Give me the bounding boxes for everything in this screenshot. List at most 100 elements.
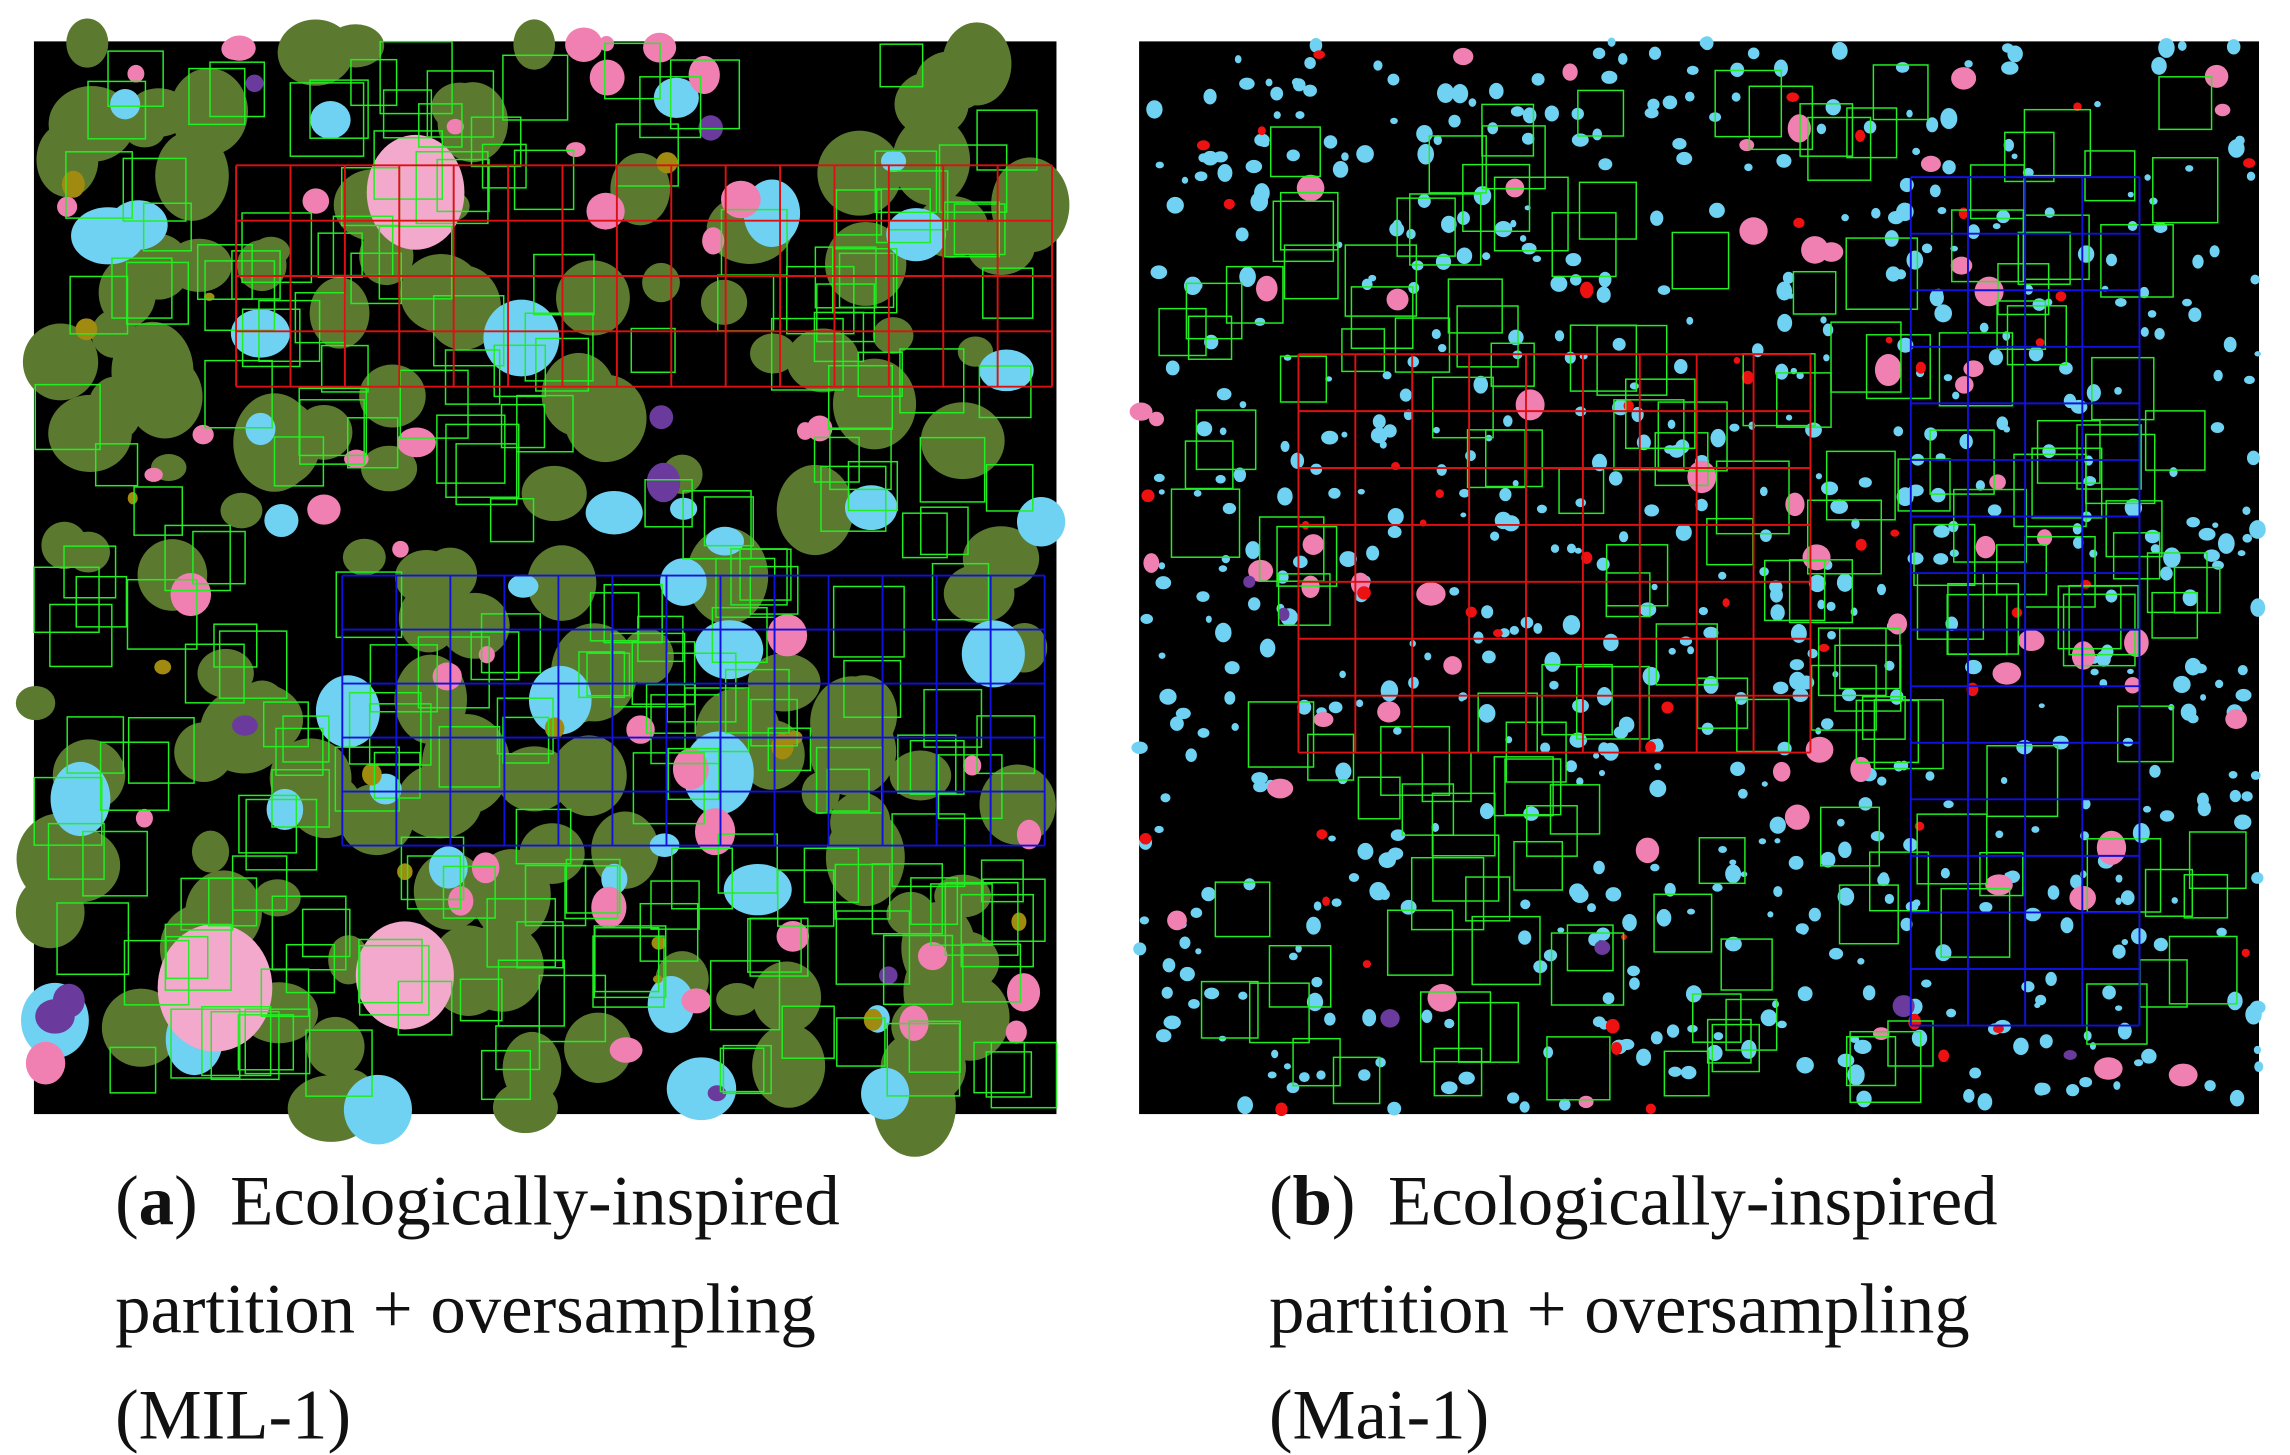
blob <box>1661 701 1674 714</box>
blob <box>1196 421 1213 437</box>
blob <box>361 445 418 492</box>
blob <box>2228 139 2245 158</box>
blob <box>2204 1080 2216 1092</box>
sample-box <box>1462 163 1531 232</box>
blob <box>1510 219 1517 228</box>
sample-box <box>874 150 938 214</box>
blob <box>1219 427 1227 436</box>
blob <box>1895 62 1910 73</box>
blob <box>127 355 203 439</box>
sample-box <box>2144 868 2194 917</box>
blob <box>1417 194 1431 208</box>
blob <box>1267 1071 1277 1079</box>
sample-box <box>1834 644 1902 712</box>
sample-box <box>196 244 253 300</box>
sample-box <box>1456 305 1519 368</box>
sample-box <box>418 103 463 148</box>
blob <box>1146 100 1163 119</box>
blob <box>1885 336 1893 344</box>
blob <box>880 150 907 173</box>
blob <box>1522 107 1537 124</box>
blob <box>1581 551 1593 564</box>
blob <box>1914 821 1925 831</box>
blob <box>1815 473 1823 480</box>
blob <box>1332 161 1349 178</box>
sample-box <box>275 727 324 777</box>
blob <box>1437 344 1447 353</box>
blob <box>1316 829 1328 840</box>
blob <box>1011 912 1027 931</box>
sample-box <box>671 847 733 910</box>
blob <box>1975 480 1986 491</box>
blob <box>1596 286 1611 303</box>
sample-box <box>711 606 768 664</box>
blob <box>2169 467 2178 478</box>
sample-box <box>2116 705 2174 763</box>
blob <box>1355 699 1364 708</box>
blob <box>979 349 1034 392</box>
blob <box>2028 346 2044 362</box>
blob <box>2200 694 2207 701</box>
blob <box>767 614 808 657</box>
sample-box <box>1550 932 1625 1006</box>
blob <box>2143 805 2152 813</box>
sample-box <box>891 813 966 888</box>
blob <box>1521 132 1535 145</box>
blob <box>2197 800 2211 817</box>
sample-box <box>204 359 273 429</box>
sample-box <box>2084 150 2136 202</box>
blob <box>1499 487 1512 502</box>
blob <box>721 180 761 219</box>
blob <box>1650 210 1664 226</box>
blob <box>2168 1063 2198 1087</box>
blob <box>564 1012 633 1083</box>
sample-box <box>1225 265 1284 324</box>
blob <box>1295 111 1305 119</box>
blob <box>50 761 111 837</box>
sample-box <box>1276 525 1338 587</box>
blob <box>1328 701 1343 714</box>
blob <box>1925 771 1935 781</box>
blob <box>831 675 898 754</box>
blob <box>1254 133 1270 147</box>
blob <box>1992 662 2022 685</box>
blob <box>1758 838 1767 845</box>
blob <box>688 55 720 95</box>
caption-line: partition + oversampling <box>115 1270 816 1348</box>
blob <box>1985 874 2013 896</box>
blob <box>1400 899 1417 915</box>
blob <box>918 942 948 971</box>
sample-box <box>436 414 506 484</box>
blob <box>1664 445 1676 454</box>
blob <box>1776 154 1792 168</box>
blob <box>1565 252 1582 267</box>
blob <box>1784 804 1810 830</box>
blob <box>653 77 699 119</box>
blob <box>1575 498 1587 508</box>
blob <box>1618 716 1635 733</box>
sample-box <box>1549 784 1601 835</box>
sample-box <box>1504 758 1562 816</box>
blob <box>564 374 647 463</box>
sample-box <box>973 1041 1026 1094</box>
blob <box>1523 806 1540 821</box>
blob <box>1297 699 1312 715</box>
blob <box>1248 597 1261 611</box>
sample-box <box>1526 805 1578 857</box>
blob <box>2250 274 2260 285</box>
blob <box>1448 114 1461 128</box>
sample-box <box>1916 813 1988 885</box>
blob <box>1930 487 1946 503</box>
blob <box>2011 607 2023 618</box>
sample-box <box>1810 664 1877 731</box>
blob <box>1900 917 1913 932</box>
blob <box>2243 158 2256 168</box>
blob <box>1841 214 1849 222</box>
blob <box>527 545 597 621</box>
sample-box <box>502 54 569 121</box>
sample-box <box>2031 447 2103 519</box>
image-content <box>15 18 1070 1157</box>
caption-line: (MIL-1) <box>115 1377 351 1455</box>
blob <box>483 299 560 377</box>
blob <box>1679 636 1693 646</box>
